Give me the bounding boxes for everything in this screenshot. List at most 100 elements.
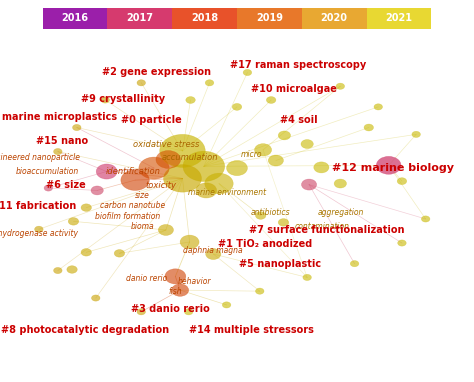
Circle shape — [91, 295, 100, 301]
Circle shape — [278, 219, 289, 226]
Circle shape — [278, 131, 291, 140]
Circle shape — [301, 179, 317, 190]
Text: #17 raman spectroscopy: #17 raman spectroscopy — [230, 60, 367, 70]
Text: biofilm formation: biofilm formation — [95, 212, 161, 221]
Circle shape — [96, 164, 117, 179]
Circle shape — [227, 160, 247, 176]
Text: #7 surface functionalization: #7 surface functionalization — [249, 225, 405, 235]
Circle shape — [303, 274, 311, 280]
Text: oxidative stress: oxidative stress — [133, 139, 199, 149]
Circle shape — [81, 249, 91, 256]
Circle shape — [160, 134, 205, 167]
FancyBboxPatch shape — [43, 8, 108, 29]
Text: #8 photocatalytic degradation: #8 photocatalytic degradation — [1, 325, 169, 335]
Text: antibiotics: antibiotics — [250, 208, 290, 217]
Circle shape — [183, 151, 225, 181]
Circle shape — [114, 249, 125, 257]
Text: #2 gene expression: #2 gene expression — [102, 67, 211, 77]
Circle shape — [397, 178, 407, 185]
FancyBboxPatch shape — [302, 8, 366, 29]
Circle shape — [314, 162, 329, 173]
Circle shape — [68, 218, 79, 225]
Circle shape — [374, 104, 383, 110]
Circle shape — [301, 139, 313, 149]
Text: 2019: 2019 — [256, 13, 283, 23]
Text: #10 microalgae: #10 microalgae — [251, 84, 337, 94]
FancyBboxPatch shape — [366, 8, 431, 29]
Circle shape — [196, 183, 217, 198]
Text: #12 marine biology: #12 marine biology — [332, 163, 455, 173]
Circle shape — [44, 185, 53, 191]
Text: danio rerio: danio rerio — [126, 274, 168, 283]
Text: #1 TiO₂ anodized: #1 TiO₂ anodized — [219, 239, 312, 249]
Circle shape — [412, 131, 420, 138]
Circle shape — [158, 225, 173, 235]
Text: behavior: behavior — [178, 277, 211, 286]
Circle shape — [73, 125, 81, 131]
Circle shape — [255, 288, 264, 294]
Circle shape — [205, 80, 214, 86]
Circle shape — [165, 269, 186, 284]
Text: #13 marine microplastics: #13 marine microplastics — [0, 112, 118, 121]
Circle shape — [186, 97, 195, 104]
Text: engineered nanoparticle: engineered nanoparticle — [0, 153, 80, 162]
Circle shape — [268, 155, 283, 166]
Circle shape — [255, 212, 266, 219]
Circle shape — [137, 80, 146, 86]
Circle shape — [364, 124, 374, 131]
Text: fish: fish — [169, 287, 182, 296]
Circle shape — [184, 309, 193, 315]
Circle shape — [180, 235, 199, 249]
Circle shape — [334, 179, 346, 188]
Circle shape — [255, 144, 272, 156]
Circle shape — [376, 156, 401, 174]
Text: aggregation: aggregation — [318, 208, 365, 217]
Text: #6 size: #6 size — [46, 180, 86, 190]
Circle shape — [81, 204, 91, 211]
Text: #15 nano: #15 nano — [36, 136, 88, 146]
Circle shape — [336, 83, 345, 89]
Circle shape — [350, 261, 359, 267]
Circle shape — [243, 70, 252, 76]
Circle shape — [121, 170, 149, 190]
Circle shape — [421, 216, 430, 222]
Text: bioaccumulation: bioaccumulation — [16, 167, 79, 176]
Text: accumulation: accumulation — [161, 153, 218, 162]
Circle shape — [232, 104, 242, 110]
Text: 2018: 2018 — [191, 13, 218, 23]
Circle shape — [222, 302, 231, 308]
Circle shape — [139, 157, 169, 179]
Text: carbon nanotube: carbon nanotube — [100, 201, 165, 210]
Circle shape — [164, 165, 201, 192]
Text: identification: identification — [105, 167, 160, 176]
Circle shape — [156, 151, 181, 168]
Text: #5 nanoplastic: #5 nanoplastic — [238, 259, 321, 269]
Text: size: size — [135, 191, 150, 200]
Circle shape — [172, 284, 189, 296]
Text: 2017: 2017 — [127, 13, 153, 23]
Text: #11 fabrication: #11 fabrication — [0, 201, 76, 211]
Circle shape — [206, 249, 221, 259]
FancyBboxPatch shape — [108, 8, 172, 29]
FancyBboxPatch shape — [172, 8, 237, 29]
Text: 2016: 2016 — [62, 13, 89, 23]
Text: toxicity: toxicity — [146, 181, 177, 190]
Text: #9 crystallinity: #9 crystallinity — [81, 94, 165, 104]
Text: marine environment: marine environment — [189, 188, 266, 197]
Text: contamination: contamination — [295, 222, 350, 231]
Circle shape — [137, 309, 146, 315]
Circle shape — [205, 173, 233, 194]
Circle shape — [54, 149, 62, 155]
Circle shape — [54, 267, 62, 274]
Text: #0 particle: #0 particle — [121, 115, 182, 125]
Text: dehydrogenase activity: dehydrogenase activity — [0, 229, 78, 238]
Circle shape — [266, 97, 276, 104]
Circle shape — [101, 97, 109, 103]
Text: daphnia magna: daphnia magna — [183, 246, 243, 255]
Circle shape — [35, 226, 43, 232]
Circle shape — [398, 240, 406, 246]
Circle shape — [67, 266, 77, 273]
Text: #3 danio rerio: #3 danio rerio — [131, 304, 210, 314]
Text: #4 soil: #4 soil — [280, 115, 318, 125]
FancyBboxPatch shape — [237, 8, 302, 29]
